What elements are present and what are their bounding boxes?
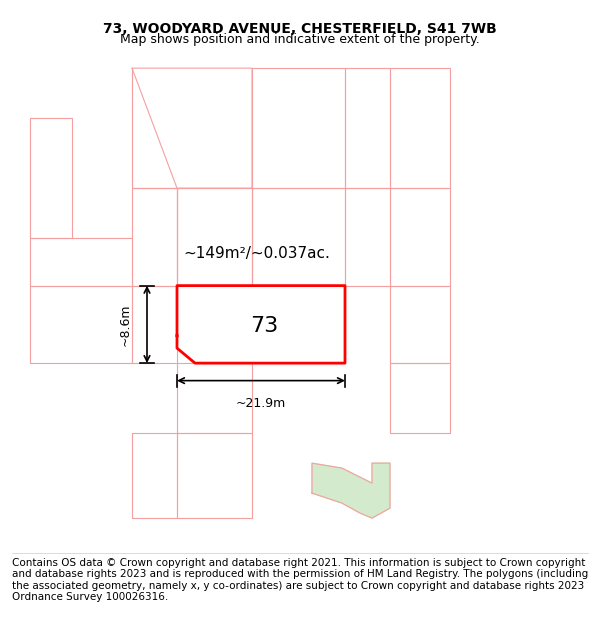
Text: ~149m²/~0.037ac.: ~149m²/~0.037ac. xyxy=(183,246,330,261)
Text: ~8.6m: ~8.6m xyxy=(119,303,132,346)
Text: Map shows position and indicative extent of the property.: Map shows position and indicative extent… xyxy=(120,33,480,46)
Text: 73, WOODYARD AVENUE, CHESTERFIELD, S41 7WB: 73, WOODYARD AVENUE, CHESTERFIELD, S41 7… xyxy=(103,22,497,36)
Polygon shape xyxy=(312,463,390,518)
Text: 73: 73 xyxy=(250,316,278,336)
Polygon shape xyxy=(177,286,345,363)
Text: ~21.9m: ~21.9m xyxy=(236,397,286,409)
Text: Contains OS data © Crown copyright and database right 2021. This information is : Contains OS data © Crown copyright and d… xyxy=(12,558,588,602)
